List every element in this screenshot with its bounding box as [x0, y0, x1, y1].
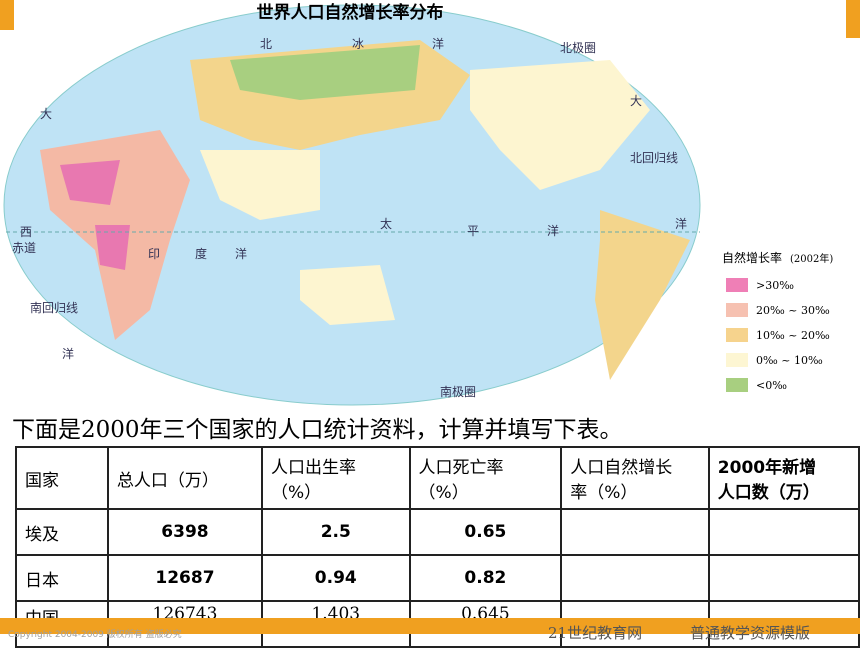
- land: [470, 60, 650, 190]
- land: [300, 265, 395, 325]
- map-label: 印: [148, 247, 160, 261]
- map-title: 世界人口自然增长率分布: [257, 2, 444, 23]
- table-cell: 0.65: [408, 508, 563, 556]
- map-label: 洋: [675, 216, 687, 231]
- header-cell: 总人口（万）: [106, 446, 264, 510]
- map-label: 西: [20, 225, 32, 239]
- corner: [846, 0, 860, 38]
- copyright: Copyright 2004-2009 版权所有 盗版必究: [8, 630, 182, 640]
- map-label: 南回归线: [30, 300, 78, 315]
- map-label: 洋: [432, 36, 444, 51]
- legend-title: 自然增长率: [722, 250, 782, 265]
- map: 世界人口自然增长率分布 北 冰 洋 北极圈 大 大 北回归线 西 赤道 印 度 …: [0, 0, 860, 406]
- map-label: 太: [380, 216, 392, 231]
- table-cell: 日本: [15, 554, 109, 602]
- legend-year: (2002年): [790, 252, 833, 265]
- legend-swatch: [726, 353, 748, 367]
- legend: 自然增长率 (2002年) >30‰ 20‰ ~ 30‰ 10‰ ~ 20‰ 0‰ ~…: [722, 250, 833, 392]
- map-label: 北极圈: [560, 41, 596, 55]
- map-label: 平: [467, 224, 479, 238]
- header-cell: 人口死亡率 （%）: [408, 446, 563, 510]
- legend-swatch: [726, 303, 748, 317]
- table-cell: 2.5: [261, 508, 411, 556]
- map-label: 大: [40, 107, 52, 121]
- legend-label: 10‰ ~ 20‰: [756, 329, 830, 342]
- map-labels: 北 冰 洋 北极圈 大 大 北回归线 西 赤道 印 度 洋 太 平 洋 洋 南回…: [12, 36, 687, 399]
- empty-cell: [707, 508, 860, 556]
- map-label: 赤道: [12, 241, 36, 255]
- map-label: 南极圈: [440, 384, 476, 399]
- land: [200, 150, 320, 220]
- footer-band: [0, 618, 860, 634]
- header-cell: 人口自然增长 率（%）: [560, 446, 710, 510]
- legend-label: <0‰: [756, 379, 787, 392]
- corner: [0, 0, 14, 30]
- table-cell: 0.94: [261, 554, 411, 602]
- legend-swatch: [726, 328, 748, 342]
- land: [230, 45, 420, 100]
- legend-label: >30‰: [756, 279, 794, 292]
- legend-swatch: [726, 278, 748, 292]
- map-label: 度: [195, 246, 207, 261]
- land: [595, 210, 690, 380]
- map-label: 洋: [235, 246, 247, 261]
- slogan: 普通教学资源模版: [690, 624, 811, 642]
- map-label: 洋: [62, 346, 74, 361]
- empty-cell: [560, 554, 710, 602]
- header-row: 国家 总人口（万） 人口出生率 （%） 人口死亡率 （%） 人口自然增长 率（%） 200…: [15, 446, 860, 510]
- map-label: 冰: [352, 37, 364, 51]
- intro: 下面是2000年三个国家的人口统计资料，计算并填写下表。: [12, 417, 623, 443]
- map-label: 大: [630, 94, 642, 108]
- table-row: 日本 12687 0.94 0.82: [15, 554, 860, 602]
- table-cell: 埃及: [15, 508, 109, 556]
- table-cell: 12687: [106, 554, 264, 602]
- empty-cell: [707, 554, 860, 602]
- empty-cell: [560, 508, 710, 556]
- map-label: 北回归线: [630, 151, 678, 165]
- header-cell: 2000年新增 人口数（万）: [707, 446, 860, 510]
- legend-label: 20‰ ~ 30‰: [756, 304, 830, 317]
- header-cell: 国家: [15, 446, 109, 510]
- legend-swatch: [726, 378, 748, 392]
- header-cell: 人口出生率 （%）: [261, 446, 411, 510]
- table-cell: 0.82: [408, 554, 563, 602]
- brand: 21世纪教育网: [548, 624, 643, 642]
- land: [60, 160, 130, 270]
- map-label: 洋: [547, 223, 559, 238]
- map-label: 北: [260, 37, 272, 51]
- legend-label: 0‰ ~ 10‰: [756, 354, 823, 367]
- table-row: 埃及 6398 2.5 0.65: [15, 508, 860, 556]
- table-cell: 6398: [106, 508, 264, 556]
